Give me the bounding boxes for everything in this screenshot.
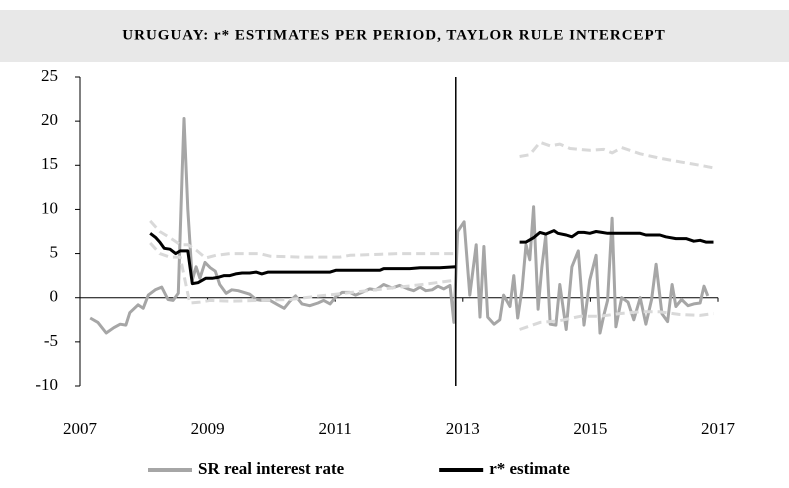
y-tick-label: 5 xyxy=(50,242,59,261)
chart-title: URUGUAY: r* ESTIMATES PER PERIOD, TAYLOR… xyxy=(122,27,665,43)
x-tick-label: 2017 xyxy=(701,419,736,438)
y-tick-label: -10 xyxy=(35,375,58,394)
legend-label: r* estimate xyxy=(489,459,570,478)
y-tick-label: 20 xyxy=(41,110,58,129)
x-tick-label: 2007 xyxy=(63,419,98,438)
y-tick-label: 25 xyxy=(41,66,58,85)
x-tick-label: 2013 xyxy=(446,419,480,438)
x-tick-label: 2011 xyxy=(319,419,352,438)
y-tick-label: 0 xyxy=(50,287,59,306)
title-band xyxy=(0,10,789,62)
series-line xyxy=(149,241,714,331)
y-tick-label: 15 xyxy=(41,154,58,173)
x-tick-label: 2015 xyxy=(573,419,607,438)
series-line xyxy=(149,229,714,286)
series-line xyxy=(89,117,710,335)
y-tick-label: 10 xyxy=(41,198,58,217)
series-line xyxy=(149,140,714,260)
y-tick-label: -5 xyxy=(44,331,58,350)
legend-label: SR real interest rate xyxy=(198,459,345,478)
x-tick-label: 2009 xyxy=(191,419,225,438)
